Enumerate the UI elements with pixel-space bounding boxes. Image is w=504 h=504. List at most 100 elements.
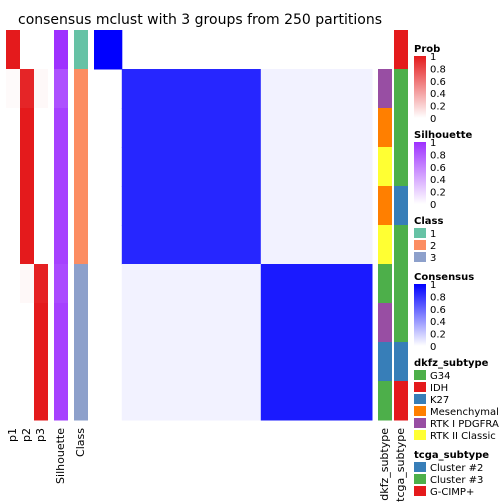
class-track-cell [74, 186, 88, 226]
silhouette-track-cell [54, 303, 68, 343]
consensus-cell [260, 342, 290, 382]
consensus-cell [177, 381, 206, 421]
consensus-cell [288, 186, 317, 226]
p3-track-cell [34, 69, 48, 109]
legend-swatch [414, 474, 426, 484]
consensus-cell [121, 69, 151, 109]
p2-track-cell [20, 69, 34, 109]
p1-track-cell [6, 69, 20, 109]
class-track-cell [74, 108, 88, 148]
p2-track-cell [20, 342, 34, 382]
dkfz-subtype-track-cell [378, 108, 392, 148]
consensus-cell [205, 342, 234, 382]
consensus-cell [233, 225, 262, 265]
consensus-cell [288, 225, 317, 265]
legend-label: Cluster #3 [430, 475, 483, 486]
consensus-cell [288, 342, 317, 382]
dkfz-subtype-track-cell [378, 264, 392, 304]
tcga-subtype-track-cell [394, 381, 408, 421]
consensus-cell [205, 108, 234, 148]
consensus-cell [177, 303, 206, 343]
p1-track-cell [6, 186, 20, 226]
consensus-cell [149, 186, 178, 226]
p2-track-cell [20, 147, 34, 187]
consensus-cell [149, 225, 178, 265]
silhouette-track-cell [54, 225, 68, 265]
legend-title: dkfz_subtype [414, 358, 489, 369]
track-label: p1 [6, 428, 19, 442]
consensus-cell [149, 264, 178, 304]
legend-label: G34 [430, 371, 450, 382]
legend-tick: 0.8 [430, 150, 446, 161]
track-label: p3 [34, 428, 47, 442]
consensus-cell [121, 381, 151, 421]
consensus-cell [121, 147, 151, 187]
p1-track-cell [6, 303, 20, 343]
p2-track-cell [20, 108, 34, 148]
legend-tick: 0.6 [430, 305, 446, 316]
consensus-cell [260, 147, 290, 187]
tcga-subtype-track-cell [394, 342, 408, 382]
silhouette-track-cell [54, 108, 68, 148]
tcga-subtype-track-cell [394, 69, 408, 109]
consensus-cell [177, 69, 206, 109]
consensus-cell [177, 108, 206, 148]
silhouette-track-cell [54, 69, 68, 109]
consensus-cell [121, 108, 151, 148]
consensus-cell [316, 381, 345, 421]
legend-label: RTK II Classic [430, 431, 496, 442]
silhouette-track-cell [54, 147, 68, 187]
consensus-cell [316, 108, 345, 148]
legend-swatch [414, 462, 426, 472]
legend-swatch [414, 486, 426, 496]
consensus-cell [316, 69, 345, 109]
consensus-cell [316, 303, 345, 343]
consensus-cell [121, 342, 151, 382]
track-label: p2 [20, 428, 33, 442]
p1-track-cell [6, 30, 20, 70]
legend-colorbar [414, 142, 426, 204]
consensus-cell [121, 225, 151, 265]
consensus-cell [94, 30, 123, 70]
legend-tick: 0.4 [430, 317, 446, 328]
p2-track-cell [20, 225, 34, 265]
legend-tick: 0 [430, 342, 436, 353]
p1-track-cell [6, 342, 20, 382]
consensus-cell [177, 342, 206, 382]
consensus-cell [260, 225, 290, 265]
dkfz-subtype-track-cell [378, 147, 392, 187]
dkfz-subtype-track-cell [378, 381, 392, 421]
consensus-cell [260, 69, 290, 109]
class-track-cell [74, 147, 88, 187]
legend-tick: 1 [430, 52, 436, 63]
legend-tick: 0.8 [430, 64, 446, 75]
tcga-subtype-track-cell [394, 147, 408, 187]
consensus-cell [205, 303, 234, 343]
p2-track-cell [20, 303, 34, 343]
p3-track-cell [34, 108, 48, 148]
legend-swatch [414, 418, 426, 428]
consensus-cell [233, 303, 262, 343]
consensus-cell [233, 381, 262, 421]
consensus-cell [149, 147, 178, 187]
silhouette-track-cell [54, 342, 68, 382]
consensus-cell [344, 69, 373, 109]
consensus-cell [205, 186, 234, 226]
legend-label: 3 [430, 253, 436, 264]
legend-tick: 0 [430, 114, 436, 125]
legend-label: G-CIMP+ [430, 487, 474, 498]
legend-panel: Prob10.80.60.40.20Silhouette10.80.60.40.… [414, 44, 499, 498]
legend-swatch [414, 240, 426, 250]
consensus-cell [344, 264, 373, 304]
annotation-tracks [6, 30, 408, 421]
tcga-subtype-track-cell [394, 303, 408, 343]
legend-tick: 0.2 [430, 330, 446, 341]
dkfz-subtype-track-cell [378, 342, 392, 382]
p1-track-cell [6, 381, 20, 421]
p2-track-cell [20, 381, 34, 421]
consensus-cell [177, 147, 206, 187]
legend-title: tcga_subtype [414, 450, 489, 461]
consensus-cell [344, 303, 373, 343]
legend-tick: 0.4 [430, 175, 446, 186]
